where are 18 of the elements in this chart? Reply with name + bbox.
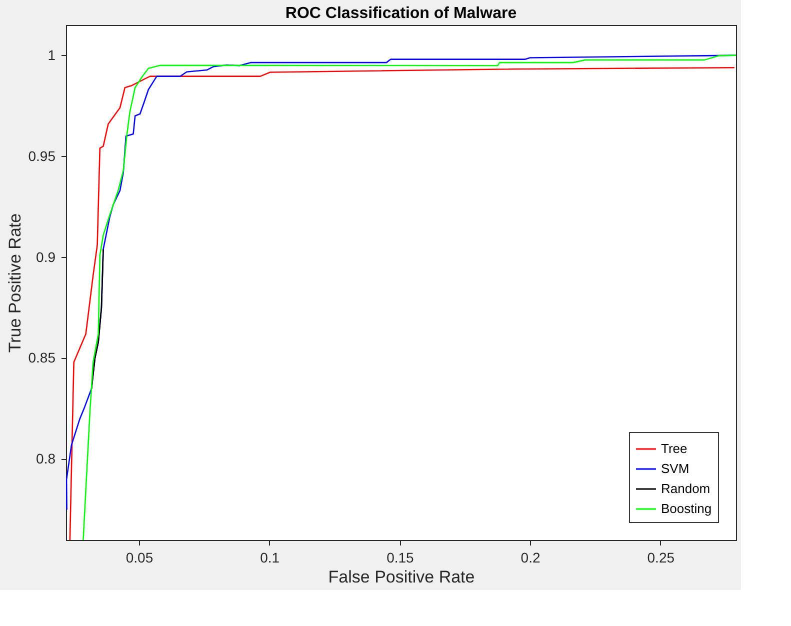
x-axis-title: False Positive Rate — [328, 568, 475, 586]
y-axis-title: True Positive Rate — [5, 213, 24, 353]
line-series — [90, 248, 104, 390]
chart-title: ROC Classification of Malware — [285, 5, 517, 22]
x-tick-label: 0.05 — [126, 550, 154, 566]
y-tick-label: 0.9 — [36, 248, 56, 265]
x-tick-label: 0.25 — [647, 550, 675, 566]
y-tick-label: 0.95 — [28, 148, 56, 164]
legend-label: Tree — [661, 441, 688, 456]
x-tick-label: 0.15 — [386, 550, 414, 566]
y-tick-label: 1 — [48, 46, 56, 63]
y-tick-label: 0.8 — [36, 450, 56, 467]
legend-label: SVM — [661, 461, 690, 476]
legend-label: Boosting — [661, 501, 712, 516]
x-tick-label: 0.1 — [260, 550, 280, 566]
x-tick-label: 0.2 — [520, 550, 540, 566]
legend-label: Random — [661, 481, 710, 496]
y-tick-label: 0.85 — [28, 350, 56, 366]
